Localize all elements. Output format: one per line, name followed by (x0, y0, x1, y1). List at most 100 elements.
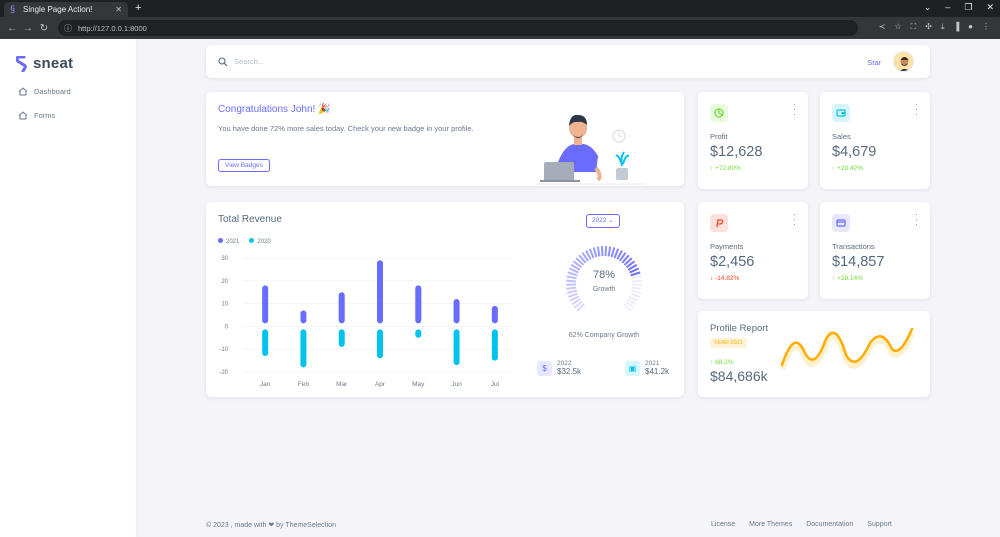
profile-sparkline (780, 327, 915, 370)
back-icon[interactable]: ← (7, 22, 17, 34)
bar-2021 (377, 260, 383, 324)
kebab-menu-icon[interactable]: · · · (793, 209, 796, 229)
gauge-segment (585, 250, 592, 260)
star-link[interactable]: Star (867, 58, 881, 67)
url-text: http://127.0.0.1:8000 (78, 23, 147, 33)
gauge-segment (629, 267, 640, 274)
reload-icon[interactable]: ↻ (39, 22, 49, 34)
illustration-man-laptop (536, 114, 646, 185)
minimize-icon[interactable]: – (945, 2, 951, 12)
tab-title: Single Page Action! (23, 5, 93, 14)
gauge-segment (610, 247, 616, 258)
browser-toolbar: ← → ↻ ⓘ http://127.0.0.1:8000 ≺ ☆ ⛶ ✣ ⤓ … (0, 17, 1000, 39)
sidebar-item-forms[interactable]: Forms (18, 111, 55, 120)
close-icon[interactable]: ✕ (986, 2, 994, 12)
bar-2021 (415, 285, 422, 324)
year-dropdown[interactable]: 2022 ⌄ (586, 214, 620, 228)
legend-label: 2021 (226, 239, 240, 245)
sidebar: sneat Dashboard Forms (0, 39, 136, 537)
company-growth-text: 62% Company Growth (568, 332, 640, 339)
bookmark-star-icon[interactable]: ☆ (894, 22, 902, 31)
footer-link-more-themes[interactable]: More Themes (749, 521, 793, 528)
browser-tab-strip: § Single Page Action! ✕ + ⌄ – ❐ ✕ (0, 0, 1000, 17)
stat-value: $12,628 (710, 144, 763, 160)
download-icon[interactable]: ⤓ (940, 22, 945, 31)
kebab-menu-icon[interactable]: · · · (915, 99, 918, 119)
gauge-segment (596, 246, 601, 257)
forward-icon[interactable]: → (23, 22, 33, 34)
sidebar-item-label: Dashboard (34, 87, 71, 96)
share-icon[interactable]: ≺ (878, 22, 886, 31)
gauge-segment (623, 257, 633, 266)
gauge-segment (573, 300, 583, 309)
chart-legend: 2021 2020 (218, 238, 271, 245)
profile-report-title: Profile Report (710, 323, 769, 334)
screenshot-icon[interactable]: ⛶ (910, 22, 917, 31)
sidebar-item-dashboard[interactable]: Dashboard (18, 87, 71, 96)
gauge-segment (566, 286, 577, 290)
restore-icon[interactable]: ❐ (964, 2, 973, 12)
side-panel-icon[interactable]: ▐ (953, 22, 960, 31)
view-badges-button[interactable]: View Badges (218, 159, 270, 172)
footer-links: License More Themes Documentation Suppor… (711, 521, 892, 528)
stat-card-sales: · · · Sales $4,679 ↑ +28.42% (820, 92, 930, 189)
profile-icon[interactable]: ● (968, 22, 973, 31)
paypal-icon (710, 214, 728, 232)
x-tick-label: Jun (451, 381, 462, 388)
search-input[interactable]: Search... (234, 57, 265, 66)
gauge-segment (566, 289, 578, 294)
kebab-menu-icon[interactable]: · · · (915, 209, 918, 229)
footer-credit: © 2023 , made with ❤ by ThemeSelection (206, 522, 336, 529)
new-tab-icon[interactable]: + (135, 2, 142, 14)
arrow-up-icon: ↑ (710, 165, 716, 172)
site-info-icon[interactable]: ⓘ (64, 23, 72, 33)
bar-2021 (300, 310, 307, 324)
mini-year: 2022 (557, 360, 572, 367)
dollar-icon: $ (537, 360, 552, 376)
gauge-segment (619, 252, 627, 262)
chart-icon (710, 104, 728, 122)
gauge-segment (581, 252, 589, 262)
stat-delta-value: +28.14% (837, 275, 863, 282)
wallet-icon (832, 104, 850, 122)
footer-link-documentation[interactable]: Documentation (806, 521, 854, 528)
stat-card-payments: · · · Payments $2,456 ↓ -14.82% (698, 202, 808, 299)
bar-2021 (338, 292, 345, 324)
mini-stat-2021: ▣ 2021 $41.2k (625, 360, 669, 376)
profile-delta-value: 68.2% (715, 359, 734, 366)
gauge-segment (575, 257, 585, 266)
growth-gauge (565, 246, 643, 312)
brand[interactable]: sneat (16, 55, 73, 72)
gauge-segment (630, 271, 641, 277)
tab-close-icon[interactable]: ✕ (115, 5, 122, 14)
gauge-segment (631, 275, 642, 280)
stat-delta: ↑ +72.80% (710, 165, 741, 172)
legend-label: 2020 (257, 239, 271, 245)
gauge-segment (628, 295, 639, 302)
gauge-segment (576, 303, 585, 312)
extensions-icon[interactable]: ✣ (925, 22, 932, 31)
gauge-segment (600, 246, 604, 257)
kebab-menu-icon[interactable]: · · · (793, 99, 796, 119)
y-tick-label: 0 (225, 324, 229, 330)
wallet-icon: ▣ (625, 360, 640, 376)
browser-tab[interactable]: § Single Page Action! ✕ (4, 2, 128, 17)
stat-value: $14,857 (832, 254, 885, 270)
arrow-up-icon: ↑ (832, 275, 838, 282)
chevron-down-icon[interactable]: ⌄ (923, 2, 932, 12)
gauge-segment (630, 289, 642, 294)
avatar[interactable] (893, 51, 914, 72)
gauge-segment (588, 248, 595, 259)
footer-link-license[interactable]: License (711, 521, 736, 528)
footer-link-support[interactable]: Support (867, 521, 892, 528)
menu-icon[interactable]: ⋮ (982, 22, 990, 31)
bar-2020 (262, 329, 269, 357)
gauge-segment (571, 298, 581, 306)
bar-2020 (377, 329, 383, 359)
stat-card-profit: · · · Profit $12,628 ↑ +72.80% (698, 92, 808, 189)
profile-value: $84,686k (710, 368, 768, 384)
address-bar[interactable]: ⓘ http://127.0.0.1:8000 (58, 20, 858, 36)
stat-delta: ↑ +28.42% (832, 165, 863, 172)
gauge-segment (607, 246, 612, 257)
bar-2021 (491, 305, 498, 324)
